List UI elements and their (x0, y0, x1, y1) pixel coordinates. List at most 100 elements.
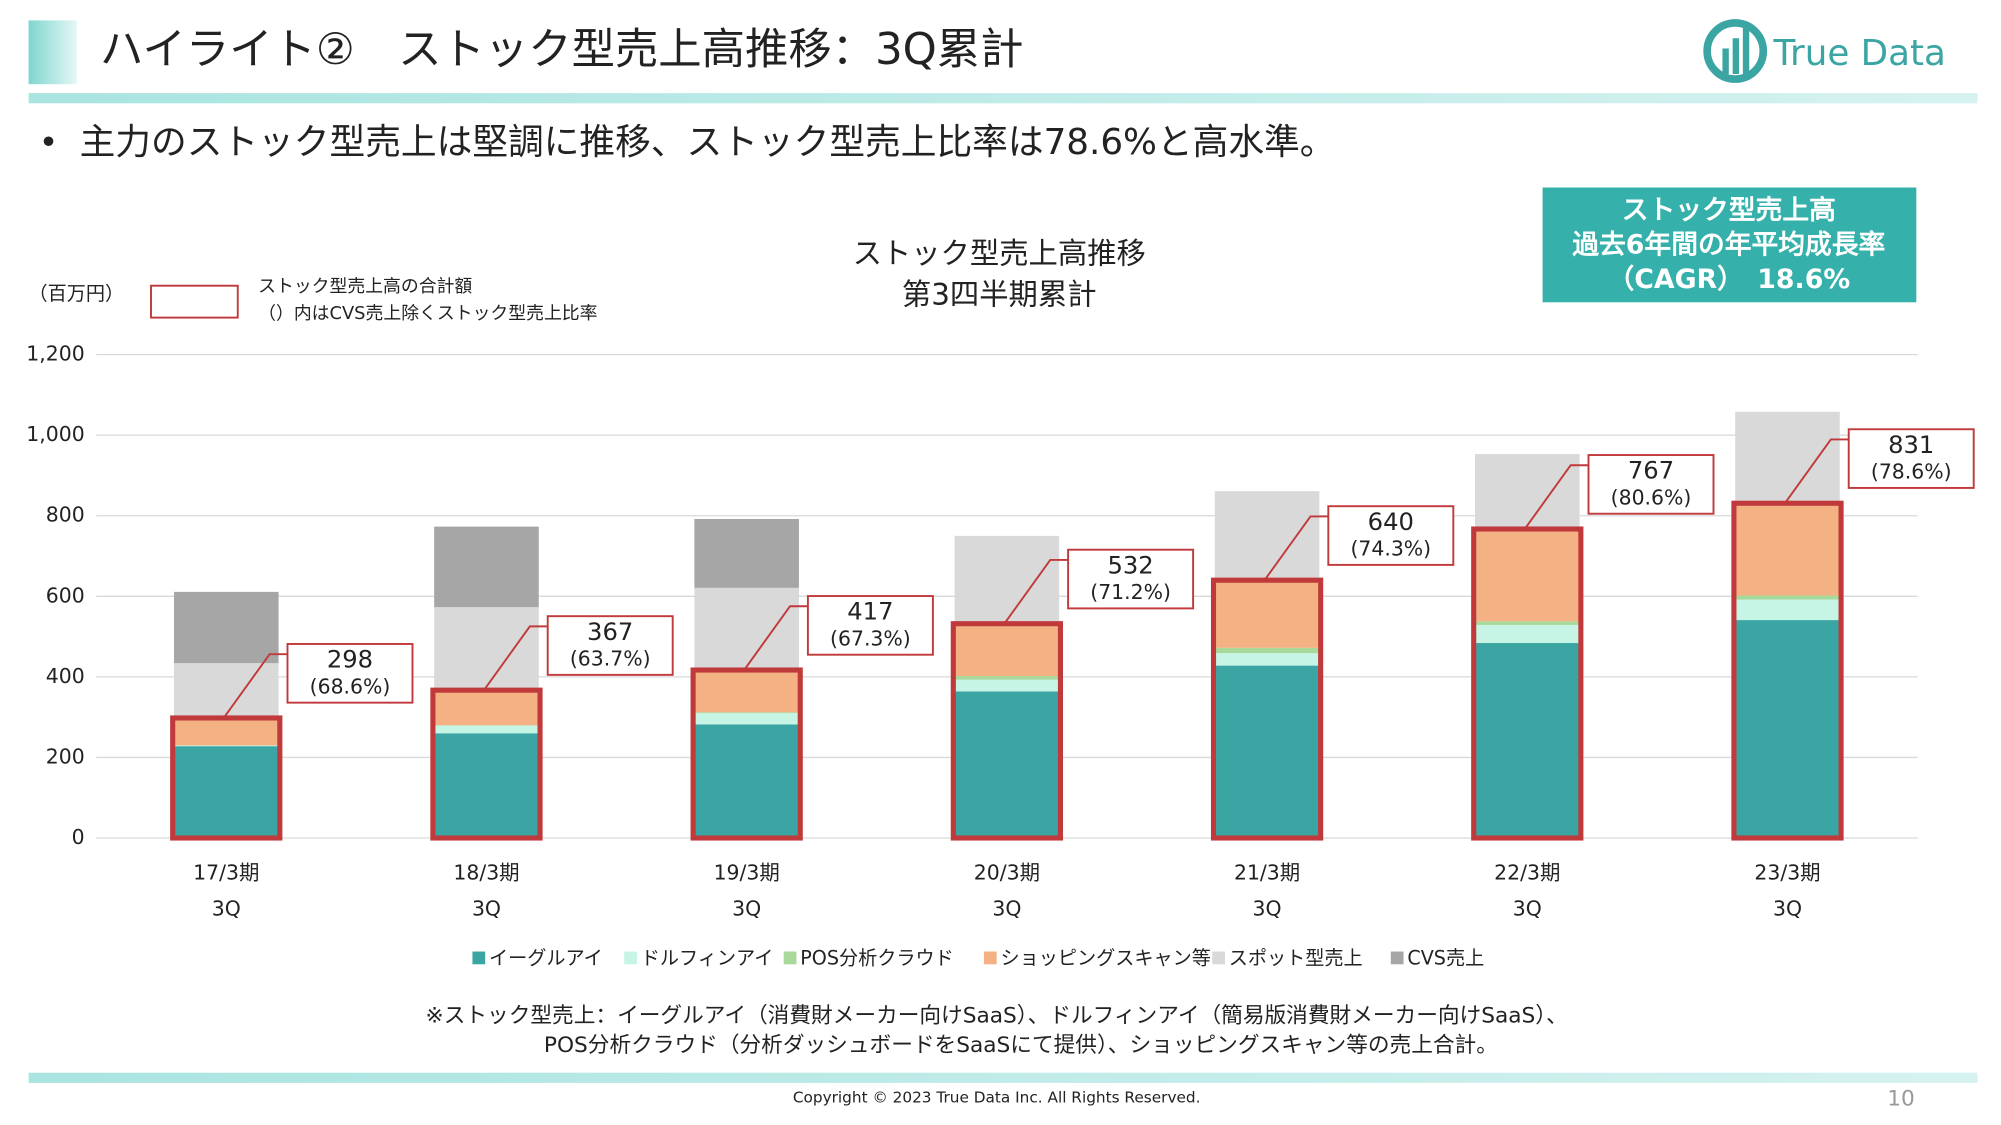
bar-segment (1735, 595, 1840, 600)
bar-segment (434, 526, 539, 608)
bar-segment (173, 746, 279, 839)
ratio-label: (71.2%) (1090, 580, 1171, 604)
cagr-box (1542, 187, 1917, 303)
callout-box (1327, 505, 1455, 566)
chart-title: ストック型売上高推移 (853, 237, 1146, 271)
logo: True Data (1703, 19, 1946, 83)
bar-segment (694, 587, 799, 671)
x-tick-label: 3Q (212, 896, 241, 920)
total-outline (1471, 526, 1584, 841)
title: ハイライト② ストック型売上高推移：3Q累計 (100, 25, 1024, 75)
x-tick-label: 19/3期 (714, 861, 780, 885)
bar-segment (1474, 643, 1580, 839)
callout-box (286, 643, 414, 704)
copyright: Copyright © 2023 True Data Inc. All Righ… (793, 1089, 1201, 1107)
bar-segment (694, 724, 799, 839)
total-outline (430, 687, 543, 841)
ratio-label: (80.6%) (1611, 485, 1692, 509)
bar-segment (434, 690, 539, 726)
total-label: 640 (1368, 508, 1414, 536)
callout-line (743, 605, 808, 671)
bar-segment (694, 670, 799, 713)
bar-segment (694, 518, 799, 588)
total-outline (170, 715, 283, 841)
bar-segment (434, 607, 539, 691)
legend-label: ドルフィンアイ (641, 947, 774, 970)
callout-line (1784, 438, 1849, 504)
cagr-text: （CAGR） 18.6% (1607, 264, 1850, 295)
callout-line (222, 653, 288, 719)
legend-label: （）内はCVS売上除くストック型売上比率 (258, 303, 597, 324)
callout-line (1263, 515, 1329, 581)
footnote: POS分析クラウド（分析ダッシュボードをSaaSにて提供）、ショッピングスキャン… (544, 1033, 1498, 1058)
bar-segment (1735, 620, 1840, 839)
bar-segment (1474, 621, 1580, 625)
legend-label: CVS売上 (1407, 947, 1484, 970)
footer-rule (28, 1072, 1978, 1083)
bar-segment (173, 717, 279, 746)
bar-segment (694, 713, 799, 725)
x-tick-label: 22/3期 (1494, 861, 1560, 885)
bar-segment (173, 745, 279, 747)
x-tick-label: 18/3期 (453, 861, 519, 885)
total-outline (1210, 577, 1324, 841)
callout-line (1003, 558, 1069, 625)
bar-segment (1735, 599, 1840, 621)
legend-label: イーグルアイ (489, 947, 603, 970)
footnote: ※ストック型売上：イーグルアイ（消費財メーカー向けSaaS）、ドルフィンアイ（簡… (426, 1004, 1568, 1029)
callout-box (806, 595, 934, 656)
legend-swatch (624, 951, 637, 965)
chart-title: 第3四半期累計 (902, 277, 1097, 311)
totals-legend-box (150, 284, 239, 319)
unit-label: （百万円） (29, 282, 125, 305)
x-tick-label: 3Q (1513, 896, 1542, 920)
y-tick-label: 800 (46, 503, 85, 527)
header-rule (28, 93, 1978, 104)
cagr-text: 過去6年間の年平均成長率 (1572, 229, 1885, 261)
bar-segment (954, 535, 1060, 624)
bar-segment (1214, 653, 1320, 666)
legend-swatch (472, 951, 486, 965)
bar-segment (1735, 503, 1840, 596)
legend-label: POS分析クラウド (800, 947, 953, 970)
callout-box (1587, 454, 1715, 515)
x-tick-label: 21/3期 (1234, 861, 1300, 885)
y-tick-label: 1,200 (26, 342, 84, 366)
callout-box (1847, 428, 1975, 489)
ratio-label: (74.3%) (1350, 537, 1431, 561)
bar-segment (1214, 580, 1320, 648)
bar-segment (1214, 665, 1320, 839)
bar-segment (434, 725, 539, 734)
bar-segment (173, 663, 279, 718)
bar-segment (1474, 624, 1580, 644)
page-number: 10 (1887, 1086, 1915, 1111)
bullet: 主力のストック型売上は堅調に推移、ストック型売上比率は78.6%と高水準。 (80, 122, 1336, 163)
x-tick-label: 20/3期 (974, 861, 1040, 885)
bar-segment (954, 679, 1060, 692)
x-tick-label: 3Q (1773, 896, 1802, 920)
total-label: 417 (847, 598, 893, 626)
y-tick-label: 400 (46, 664, 85, 688)
total-label: 532 (1107, 551, 1153, 579)
legend-label: スポット型売上 (1229, 947, 1363, 970)
legend-swatch (983, 951, 997, 965)
legend-swatch (1212, 951, 1225, 965)
bar-segment (1214, 647, 1320, 654)
bar-segment (954, 691, 1060, 839)
y-tick-label: 600 (46, 583, 85, 607)
ratio-label: (63.7%) (570, 647, 651, 671)
callout-line (1523, 464, 1589, 530)
x-tick-label: 3Q (992, 896, 1021, 920)
callout-line (483, 625, 548, 691)
y-tick-label: 200 (46, 744, 85, 768)
total-label: 367 (587, 618, 633, 646)
x-tick-label: 3Q (732, 896, 761, 920)
total-label: 767 (1628, 457, 1674, 485)
x-tick-label: 23/3期 (1754, 861, 1820, 885)
y-tick-label: 0 (72, 825, 85, 849)
total-label: 298 (327, 646, 373, 674)
ratio-label: (67.3%) (830, 626, 911, 650)
logo-text: True Data (1772, 33, 1945, 74)
total-label: 831 (1888, 431, 1934, 459)
